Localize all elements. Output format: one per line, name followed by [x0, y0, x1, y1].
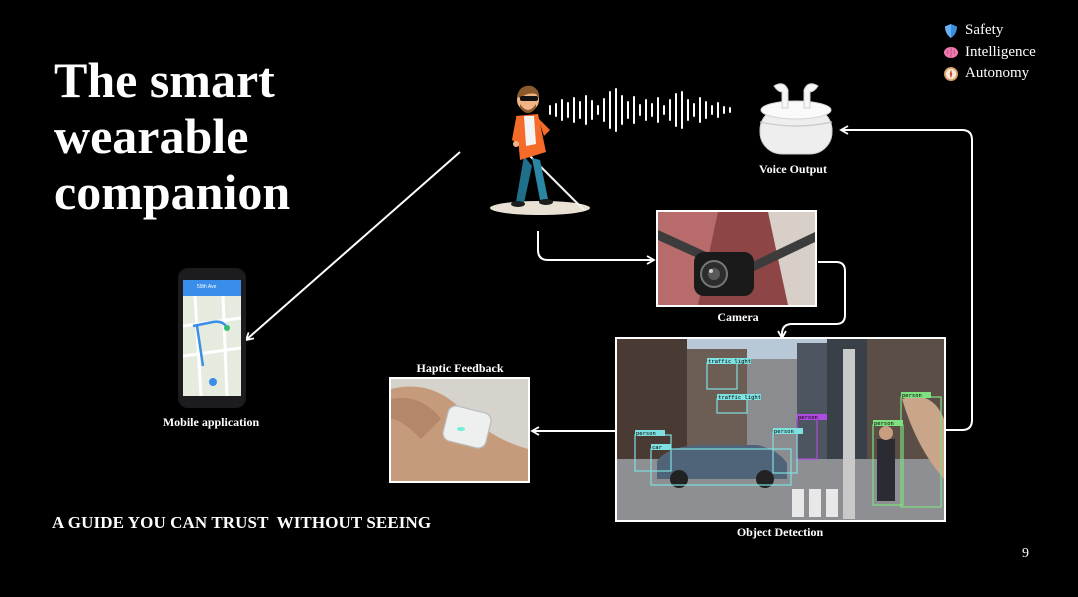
phone-screen: 59th Ave	[183, 280, 241, 396]
arrow-user-to-phone	[244, 151, 461, 342]
arrow-camera-to-detection	[777, 261, 846, 340]
compass-icon	[944, 66, 958, 81]
title-line-1: The smart	[54, 52, 275, 108]
brain-icon	[944, 47, 958, 59]
caption-haptic-feedback: Haptic Feedback	[416, 361, 504, 375]
title-line-2: wearable	[54, 108, 249, 164]
arrow-detection-to-voice	[839, 125, 973, 431]
haptic-wristband-image	[389, 377, 530, 483]
legend-item-safety: Safety	[943, 20, 1036, 42]
legend-item-autonomy: Autonomy	[943, 63, 1036, 85]
phone-image: 59th Ave	[178, 268, 246, 408]
shield-icon	[945, 23, 957, 38]
detection-label-3: person	[636, 431, 656, 437]
detection-label-2: traffic light	[718, 395, 761, 401]
phone-street-label: 59th Ave	[197, 284, 217, 290]
caption-mobile-application: Mobile application	[162, 415, 260, 429]
detection-label-4: person	[798, 415, 818, 421]
caption-camera: Camera	[717, 310, 759, 324]
camera-image	[656, 210, 817, 307]
camera-device-illustration	[658, 212, 815, 305]
map-view	[183, 295, 241, 396]
arrow-user-to-camera	[537, 231, 656, 265]
legend: Safety Intelligence Autonomy	[943, 20, 1036, 85]
legend-label-autonomy: Autonomy	[965, 65, 1030, 81]
caption-voice-output: Voice Output	[759, 162, 827, 176]
legend-item-intelligence: Intelligence	[943, 42, 1036, 64]
earbuds-image	[759, 83, 833, 155]
detection-label-6: person	[874, 421, 894, 427]
title-line-3: companion	[54, 164, 291, 220]
slide-title: The smart wearable companion	[54, 52, 384, 220]
street-scene-illustration: traffic light traffic light person perso…	[617, 339, 944, 520]
object-detection-image: traffic light traffic light person perso…	[615, 337, 946, 522]
detection-label-5: car	[652, 445, 663, 451]
legend-label-safety: Safety	[965, 22, 1004, 38]
legend-label-intelligence: Intelligence	[965, 43, 1036, 60]
tagline: A GUIDE YOU CAN TRUST WITHOUT SEEING	[52, 513, 432, 532]
soundwave-icon	[549, 88, 731, 132]
detection-label-8: person	[774, 429, 794, 435]
phone-header-bar	[183, 280, 241, 296]
blind-walker-illustration	[490, 85, 590, 215]
detection-label-1: traffic light	[708, 359, 751, 365]
caption-object-detection: Object Detection	[736, 525, 824, 539]
detection-label-7: person	[902, 393, 922, 399]
wristband-illustration	[391, 379, 528, 481]
page-number: 9	[1022, 546, 1029, 561]
